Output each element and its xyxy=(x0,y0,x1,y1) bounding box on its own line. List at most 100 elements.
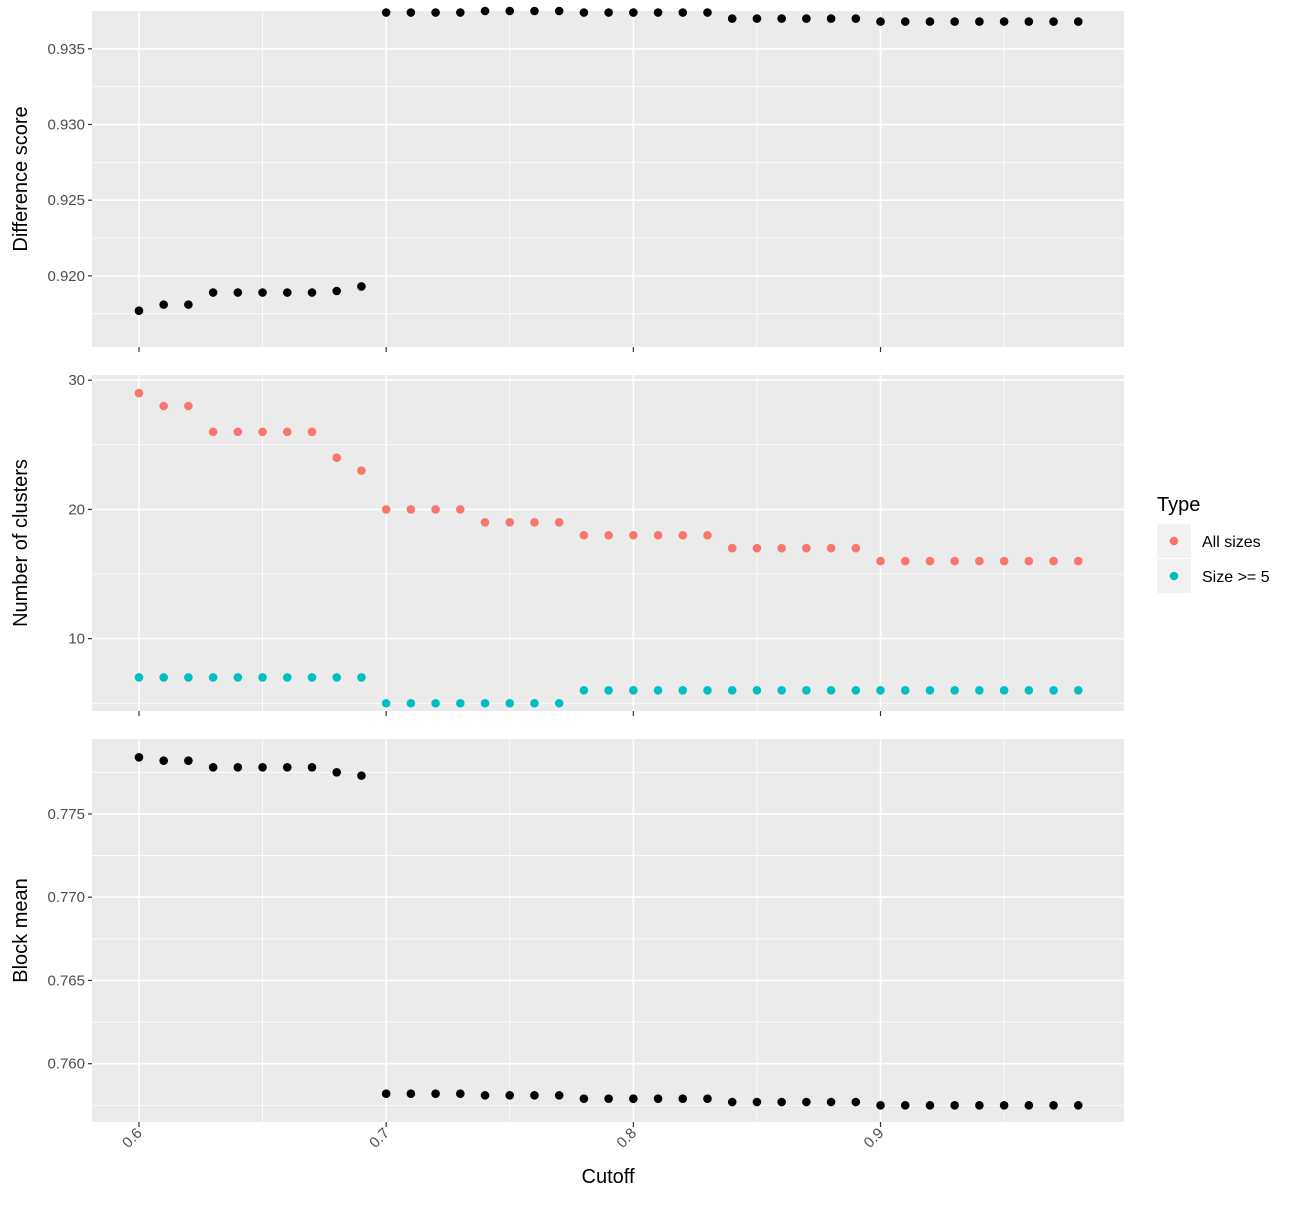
data-point xyxy=(184,673,193,682)
data-point xyxy=(159,756,168,765)
data-point xyxy=(233,288,243,297)
data-point xyxy=(703,530,712,540)
data-point xyxy=(505,518,515,527)
legend-key-point xyxy=(1169,571,1179,581)
data-point xyxy=(282,673,292,682)
data-point xyxy=(159,673,168,682)
data-point xyxy=(1024,556,1034,566)
data-point xyxy=(530,1091,539,1100)
data-point xyxy=(975,686,984,695)
data-point xyxy=(604,1094,613,1103)
x-tick-label: 0.9 xyxy=(861,1125,888,1152)
data-point xyxy=(678,686,688,695)
data-point xyxy=(826,543,836,553)
data-point xyxy=(233,427,243,437)
data-point xyxy=(900,686,910,695)
legend-label: All sizes xyxy=(1202,534,1261,551)
data-point xyxy=(876,1101,885,1110)
data-point xyxy=(554,698,564,708)
y-tick-label: 0.935 xyxy=(47,41,85,58)
data-point xyxy=(1073,17,1083,26)
data-point xyxy=(406,698,416,708)
data-point xyxy=(357,771,366,780)
data-point xyxy=(777,1097,786,1107)
data-point xyxy=(307,427,317,437)
legend: Type All sizes Size >= 5 xyxy=(1157,494,1270,593)
data-point xyxy=(406,505,416,514)
data-point xyxy=(678,530,688,540)
data-point xyxy=(554,1091,564,1100)
data-point xyxy=(925,1101,935,1110)
data-point xyxy=(851,543,861,553)
data-point xyxy=(1024,686,1034,695)
legend-key-point xyxy=(1169,536,1179,546)
data-point xyxy=(456,505,465,514)
y-tick-label: 0.920 xyxy=(47,268,85,285)
data-point xyxy=(752,14,762,23)
data-point xyxy=(332,768,342,777)
data-point xyxy=(629,530,638,540)
data-point xyxy=(332,286,342,296)
data-point xyxy=(851,1097,861,1107)
y-tick-label: 0.775 xyxy=(47,806,85,823)
data-point xyxy=(653,8,663,17)
data-point xyxy=(505,698,515,708)
data-point xyxy=(777,14,786,23)
data-point xyxy=(381,8,391,17)
data-point xyxy=(184,300,193,309)
data-point xyxy=(900,17,910,26)
data-point xyxy=(282,763,292,772)
data-point xyxy=(1049,1101,1058,1110)
data-point xyxy=(307,673,317,682)
data-point xyxy=(159,300,168,309)
data-point xyxy=(802,1097,811,1107)
data-point xyxy=(431,1089,440,1098)
data-point xyxy=(184,756,193,765)
data-point xyxy=(307,288,317,297)
data-point xyxy=(777,543,786,553)
data-point xyxy=(208,763,218,772)
data-point xyxy=(357,673,366,682)
data-point xyxy=(950,556,959,566)
data-point xyxy=(1073,686,1083,695)
data-point xyxy=(826,1097,836,1107)
y-axis-title: Difference score xyxy=(10,106,32,251)
data-point xyxy=(727,686,737,695)
data-point xyxy=(727,14,737,23)
y-tick-label: 0.925 xyxy=(47,192,85,209)
data-point xyxy=(604,530,613,540)
data-point xyxy=(579,530,589,540)
data-point xyxy=(678,8,688,17)
x-axis-title: Cutoff xyxy=(582,1166,635,1188)
data-point xyxy=(703,686,712,695)
legend-title: Type xyxy=(1157,494,1200,516)
data-point xyxy=(282,288,292,297)
data-point xyxy=(431,698,440,708)
data-point xyxy=(258,288,267,297)
data-point xyxy=(554,518,564,527)
data-point xyxy=(653,686,663,695)
data-point xyxy=(233,763,243,772)
data-point xyxy=(357,282,366,291)
data-point xyxy=(851,14,861,23)
data-point xyxy=(431,505,440,514)
data-point xyxy=(802,14,811,23)
x-tick-label: 0.7 xyxy=(366,1125,393,1152)
y-tick-label: 20 xyxy=(68,501,85,518)
series-size-5 xyxy=(134,673,1083,708)
data-point xyxy=(530,6,539,16)
data-point xyxy=(999,1101,1009,1110)
data-point xyxy=(999,17,1009,26)
data-point xyxy=(999,556,1009,566)
data-point xyxy=(727,1097,737,1107)
data-point xyxy=(554,6,564,16)
y-tick-label: 0.770 xyxy=(47,889,85,906)
difference-score-panel: 0.920 0.925 0.930 0.935 Difference score xyxy=(10,6,1124,352)
data-point xyxy=(134,753,144,762)
data-point xyxy=(925,686,935,695)
data-point xyxy=(456,698,465,708)
data-point xyxy=(604,8,613,17)
data-point xyxy=(851,686,861,695)
